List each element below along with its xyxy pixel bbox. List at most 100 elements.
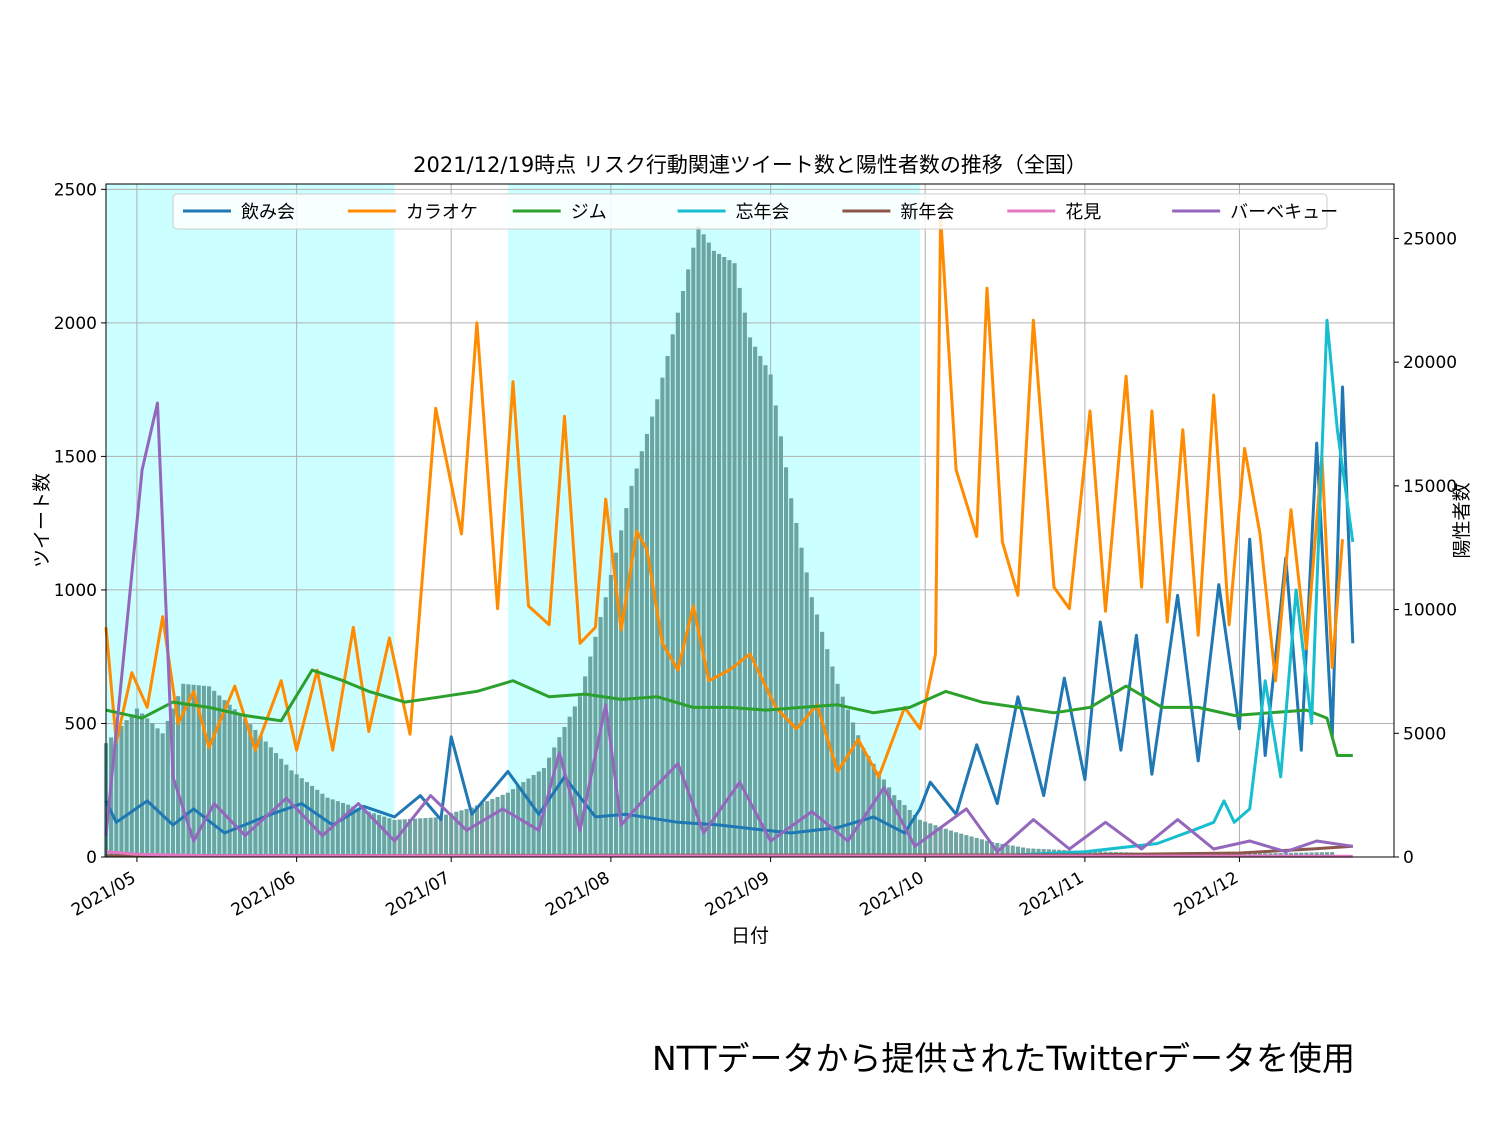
positives-bar (691, 247, 696, 858)
positives-bar (583, 676, 588, 857)
positives-bar (294, 774, 299, 857)
x-axis-label: 日付 (731, 925, 769, 947)
positives-bar (887, 787, 892, 857)
positives-bar (443, 814, 449, 857)
x-tick-label: 2021/06 (228, 868, 299, 921)
positives-bar (959, 833, 964, 857)
positives-bar (717, 253, 722, 858)
positives-bar (974, 837, 979, 857)
positives-bar (675, 312, 680, 858)
positives-bar (634, 468, 639, 857)
positives-bars (103, 226, 1335, 858)
positives-bar (454, 811, 459, 857)
positives-bar (273, 753, 279, 857)
legend: 飲み会 カラオケ ジム 忘年会 新年会 花見 バーベキュー (172, 193, 1338, 230)
positives-bar (402, 819, 407, 857)
positives-bar (1000, 843, 1005, 857)
y-tick-label: 0 (86, 848, 97, 868)
positives-bar (608, 574, 613, 857)
positives-bar (732, 263, 737, 857)
positives-bar (186, 684, 191, 857)
positives-bar (881, 779, 887, 857)
positives-bar (181, 683, 186, 857)
positives-bar (644, 433, 650, 857)
y-tick-label: 2000 (54, 314, 97, 334)
positives-bar (639, 451, 644, 857)
positives-bar (660, 377, 665, 857)
y2-tick-label: 5000 (1403, 724, 1446, 744)
positives-bar (356, 808, 361, 857)
positives-bar (531, 774, 536, 857)
positives-bar (196, 685, 201, 857)
positives-bar (206, 686, 212, 857)
y2-tick-label: 15000 (1403, 477, 1457, 497)
positives-bar (480, 803, 485, 857)
series-line-7 (104, 401, 1354, 854)
positives-bar (840, 696, 845, 857)
positives-bar (711, 250, 716, 857)
positives-bar (789, 498, 794, 857)
legend-label: 忘年会 (736, 202, 790, 223)
positives-bar (588, 656, 593, 857)
x-tick-label: 2021/11 (1016, 868, 1087, 921)
positives-bar (629, 485, 634, 857)
positives-bar (289, 770, 294, 857)
x-tick-label: 2021/10 (857, 868, 928, 921)
y2-tick-label: 0 (1403, 848, 1414, 868)
positives-bar (814, 614, 820, 857)
positives-bar (613, 552, 619, 857)
positives-bar (552, 747, 557, 857)
positives-bar (572, 706, 577, 857)
positives-bar (433, 817, 438, 857)
positives-bar (315, 789, 320, 857)
positives-bar (577, 696, 583, 857)
positives-bar (1314, 852, 1319, 857)
positives-bar (954, 832, 959, 857)
positives-bar (964, 835, 969, 857)
positives-bar (222, 700, 227, 857)
y2-tick-label: 25000 (1403, 229, 1457, 249)
positives-bar (1330, 852, 1335, 857)
positives-bar (263, 741, 268, 857)
data-credit: NTTデータから提供されたTwitterデータを使用 (652, 1039, 1356, 1078)
positives-bar (696, 226, 701, 857)
positives-bar (876, 771, 881, 857)
positives-bar (969, 836, 974, 857)
positives-bar (680, 291, 686, 857)
positives-bar (753, 346, 758, 857)
positives-bar (243, 718, 248, 857)
positives-bar (856, 735, 861, 857)
positives-bar (119, 725, 124, 857)
positives-bar (248, 724, 253, 857)
positives-bar (155, 728, 160, 857)
positives-bar (459, 810, 464, 857)
positives-bar (979, 839, 984, 857)
positives-bar (1026, 848, 1031, 857)
x-tick-label: 2021/08 (542, 868, 613, 921)
positives-bar (428, 817, 433, 857)
positives-bar (1324, 852, 1330, 857)
positives-bar (830, 666, 835, 857)
positives-bar (469, 807, 474, 857)
series-line-2 (104, 214, 1344, 779)
chart: 0500100015002000250005000100001500020000… (31, 153, 1473, 947)
positives-bar (268, 747, 273, 857)
x-tick-label: 2021/07 (383, 868, 454, 921)
positives-bar (145, 718, 150, 857)
positives-bar (423, 818, 428, 857)
positives-bar (737, 287, 742, 857)
positives-bar (557, 737, 562, 857)
legend-label: 飲み会 (241, 202, 295, 223)
positives-bar (1020, 847, 1026, 857)
positives-bar (382, 816, 387, 857)
positives-bar (160, 733, 165, 857)
positives-bar (124, 720, 129, 857)
positives-bar (438, 815, 443, 857)
series-line-3 (105, 668, 1353, 757)
positives-bar (727, 260, 732, 858)
positives-bar (861, 748, 866, 857)
positives-bar (897, 800, 902, 857)
positives-bar (474, 805, 480, 857)
positives-bar (809, 597, 814, 857)
positives-bar (325, 797, 330, 857)
